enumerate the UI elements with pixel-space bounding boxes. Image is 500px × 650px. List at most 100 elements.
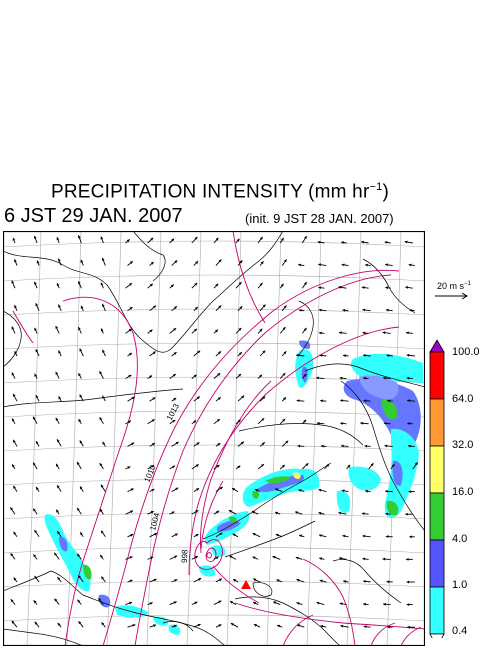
wind-arrowhead — [35, 303, 39, 307]
coastline — [238, 423, 364, 446]
wind-vector — [384, 241, 391, 244]
wind-vector — [34, 529, 40, 538]
wind-arrowhead — [127, 466, 131, 469]
wind-arrowhead — [281, 464, 285, 468]
wind-arrowhead — [195, 510, 199, 513]
wind-arrowhead — [174, 579, 178, 582]
isobars — [12, 231, 425, 646]
wind-vector — [169, 327, 177, 334]
wind-arrowhead — [283, 259, 287, 263]
wind-vector — [341, 241, 347, 244]
parallel-line — [3, 342, 425, 350]
wind-vector — [12, 439, 18, 447]
wind-arrowhead — [175, 441, 179, 445]
isobar-line — [212, 565, 260, 604]
wind-vector — [10, 552, 16, 560]
wind-arrowhead — [78, 621, 82, 625]
meridian-line — [226, 231, 242, 646]
wind-arrowhead — [34, 530, 38, 533]
wind-vector — [229, 600, 237, 605]
wind-arrowhead — [131, 396, 135, 400]
coastline — [3, 570, 226, 646]
wind-arrowhead — [175, 487, 179, 491]
wind-vector — [79, 486, 84, 492]
wind-vector — [13, 577, 18, 583]
coastline — [202, 462, 332, 540]
wind-vector — [259, 304, 266, 312]
parallel-line — [3, 308, 425, 316]
wind-vector — [12, 237, 16, 244]
wind-vector — [252, 532, 261, 538]
precip-area — [252, 490, 260, 499]
wind-arrowhead — [151, 443, 155, 446]
wind-arrowhead — [57, 485, 60, 489]
wind-vector — [316, 376, 325, 380]
wind-vector — [147, 556, 154, 560]
wind-arrowhead — [99, 463, 103, 467]
wind-vector — [363, 399, 371, 403]
wind-vector — [169, 511, 175, 515]
wind-vector — [316, 421, 325, 425]
wind-arrowhead — [297, 444, 301, 448]
wind-vector — [191, 328, 198, 334]
wind-arrowhead — [56, 283, 60, 287]
wind-vector — [147, 329, 153, 334]
wind-vector — [125, 466, 131, 470]
precip-area — [168, 624, 181, 635]
wind-arrowhead — [282, 327, 286, 330]
wind-arrowhead — [386, 354, 390, 357]
wind-arrowhead — [385, 535, 389, 538]
wind-vector — [78, 621, 84, 628]
wind-arrowhead — [362, 534, 366, 538]
wind-arrowhead — [251, 511, 255, 514]
wind-arrowhead — [316, 601, 320, 605]
wind-arrowhead — [11, 280, 15, 284]
wind-arrowhead — [11, 326, 15, 330]
wind-arrowhead — [34, 281, 37, 285]
parallel-line — [3, 614, 425, 622]
wind-vector — [407, 625, 415, 629]
wind-vector — [34, 621, 40, 628]
meridian-line — [106, 231, 122, 646]
isobar-line — [62, 296, 138, 646]
wind-vector — [215, 624, 222, 628]
wind-vector — [213, 556, 219, 560]
wind-arrowhead — [282, 373, 286, 376]
wind-arrowhead — [10, 553, 14, 557]
wind-arrowhead — [273, 601, 277, 605]
wind-arrowhead — [215, 556, 219, 560]
wind-arrowhead — [405, 286, 409, 289]
wind-vector — [318, 488, 327, 493]
wind-arrowhead — [218, 624, 222, 627]
wind-vector — [342, 308, 349, 312]
wind-vector — [384, 444, 393, 448]
wind-vector — [324, 463, 330, 470]
wind-vector — [97, 597, 104, 605]
wind-vector — [77, 281, 82, 289]
wind-vector — [259, 441, 266, 447]
wind-vector — [259, 260, 264, 266]
wind-arrowhead — [338, 285, 342, 289]
wind-arrowhead — [296, 353, 299, 357]
wind-arrowhead — [79, 440, 83, 444]
wind-vector — [147, 464, 155, 470]
coastline — [340, 380, 425, 532]
wind-arrowhead — [58, 350, 61, 354]
wind-vector — [32, 508, 38, 515]
wind-arrowhead — [149, 283, 153, 287]
wind-vector — [279, 283, 284, 289]
wind-arrowhead — [33, 600, 37, 604]
wind-vector — [125, 282, 133, 289]
wind-arrowhead — [276, 579, 280, 582]
wind-vector — [363, 580, 371, 583]
wind-vector — [101, 303, 106, 311]
wind-vector — [125, 556, 133, 560]
wind-arrowhead — [11, 372, 15, 376]
colorbar-level-label: 1.0 — [452, 579, 468, 591]
wind-vector — [298, 263, 305, 267]
wind-arrowhead — [102, 257, 105, 261]
wind-vector — [100, 236, 104, 244]
wind-vector — [215, 396, 221, 402]
wind-arrowhead — [150, 511, 154, 514]
wind-vector — [99, 416, 104, 425]
